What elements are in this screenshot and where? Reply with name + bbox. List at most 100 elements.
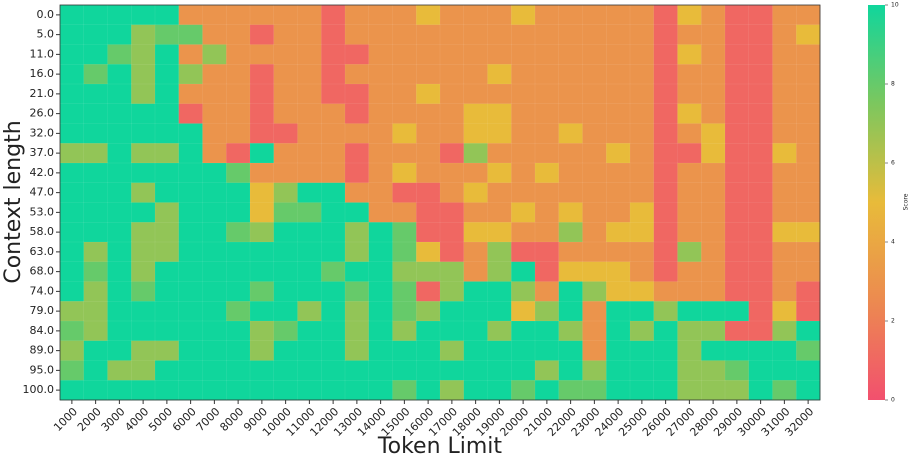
heat-cell: [534, 360, 560, 381]
y-tick-label: 79.0: [30, 304, 55, 317]
heat-cell: [131, 162, 156, 184]
heat-cell: [701, 44, 726, 65]
heat-cell: [724, 162, 750, 184]
heat-cell: [772, 241, 797, 263]
heat-cell: [344, 162, 370, 184]
heat-cell: [297, 162, 322, 184]
y-tick-label: 16.0: [30, 67, 55, 80]
heat-cell: [273, 380, 299, 401]
y-tick-label: 84.0: [30, 324, 55, 337]
heat-cell: [701, 380, 726, 401]
heat-cell: [534, 202, 560, 223]
heat-cell: [606, 241, 631, 263]
heat-cell: [107, 182, 132, 204]
heat-cell: [178, 83, 204, 105]
heat-cell: [534, 103, 560, 125]
heat-cell: [796, 360, 821, 381]
heat-cell: [558, 241, 584, 263]
heat-cell: [131, 64, 156, 85]
y-tick-label: 95.0: [30, 363, 55, 376]
heat-cell: [59, 320, 85, 342]
heat-cell: [154, 64, 180, 85]
heat-cell: [534, 241, 560, 263]
heat-cell: [226, 261, 251, 283]
heat-cell: [487, 222, 512, 243]
heat-cell: [273, 340, 299, 362]
heat-cell: [226, 202, 251, 223]
heat-cell: [796, 162, 821, 184]
heat-cell: [154, 202, 180, 223]
heat-cell: [701, 24, 726, 46]
heat-cell: [83, 222, 109, 243]
heat-cell: [249, 64, 275, 85]
heat-cell: [677, 143, 702, 164]
heat-cell: [249, 320, 275, 342]
colorbar: [868, 5, 885, 400]
heat-cell: [107, 261, 132, 283]
heat-cell: [202, 320, 227, 342]
heat-cell: [107, 301, 132, 322]
heat-cell: [724, 182, 750, 204]
heat-cell: [344, 103, 370, 125]
heat-cell: [178, 202, 204, 223]
heat-cell: [178, 360, 204, 381]
heat-cell: [534, 320, 560, 342]
heat-cell: [487, 360, 512, 381]
heat-cell: [677, 202, 702, 223]
heat-cell: [59, 4, 85, 26]
heat-cell: [368, 162, 394, 184]
heat-cell: [511, 182, 536, 204]
heat-cell: [154, 261, 180, 283]
heat-cell: [59, 340, 85, 362]
colorbar-tick-label: 2: [891, 318, 895, 325]
heat-cell: [677, 380, 702, 401]
heat-cell: [249, 162, 275, 184]
heat-cell: [178, 301, 204, 322]
heat-cell: [59, 162, 85, 184]
heat-cell: [724, 44, 750, 65]
heat-cell: [772, 162, 797, 184]
heat-cell: [677, 123, 702, 144]
heat-cell: [273, 143, 299, 164]
heat-cell: [321, 44, 346, 65]
heat-cell: [796, 241, 821, 263]
heat-cell: [558, 182, 584, 204]
heat-cell: [772, 64, 797, 85]
heat-cell: [748, 123, 774, 144]
heat-cell: [344, 83, 370, 105]
heat-cell: [724, 281, 750, 302]
heat-cell: [772, 360, 797, 381]
heat-cell: [368, 281, 394, 302]
heat-cell: [297, 301, 322, 322]
heat-cell: [392, 281, 417, 302]
heat-cell: [416, 4, 441, 26]
heat-cell: [154, 103, 180, 125]
heat-cell: [487, 241, 512, 263]
heat-cell: [202, 281, 227, 302]
heat-cell: [796, 103, 821, 125]
heat-cell: [297, 143, 322, 164]
heat-cell: [487, 202, 512, 223]
heat-cell: [796, 182, 821, 204]
heat-cell: [606, 64, 631, 85]
heat-cell: [368, 202, 394, 223]
heat-cell: [202, 64, 227, 85]
heat-cell: [463, 4, 489, 26]
heat-cell: [629, 123, 655, 144]
heat-cell: [154, 281, 180, 302]
heat-cell: [439, 4, 465, 26]
plot-frame: [59, 4, 821, 401]
heat-cell: [558, 360, 584, 381]
heat-cell: [392, 380, 417, 401]
heat-cell: [701, 123, 726, 144]
heat-cell: [701, 241, 726, 263]
heat-cell: [226, 320, 251, 342]
y-tick-label: 11.0: [30, 47, 55, 60]
heat-cell: [772, 222, 797, 243]
heat-cell: [724, 202, 750, 223]
heat-cell: [344, 4, 370, 26]
colorbar-title: Score: [903, 193, 910, 210]
heat-cell: [772, 281, 797, 302]
heat-cell: [59, 241, 85, 263]
y-tick-label: 37.0: [30, 146, 55, 159]
